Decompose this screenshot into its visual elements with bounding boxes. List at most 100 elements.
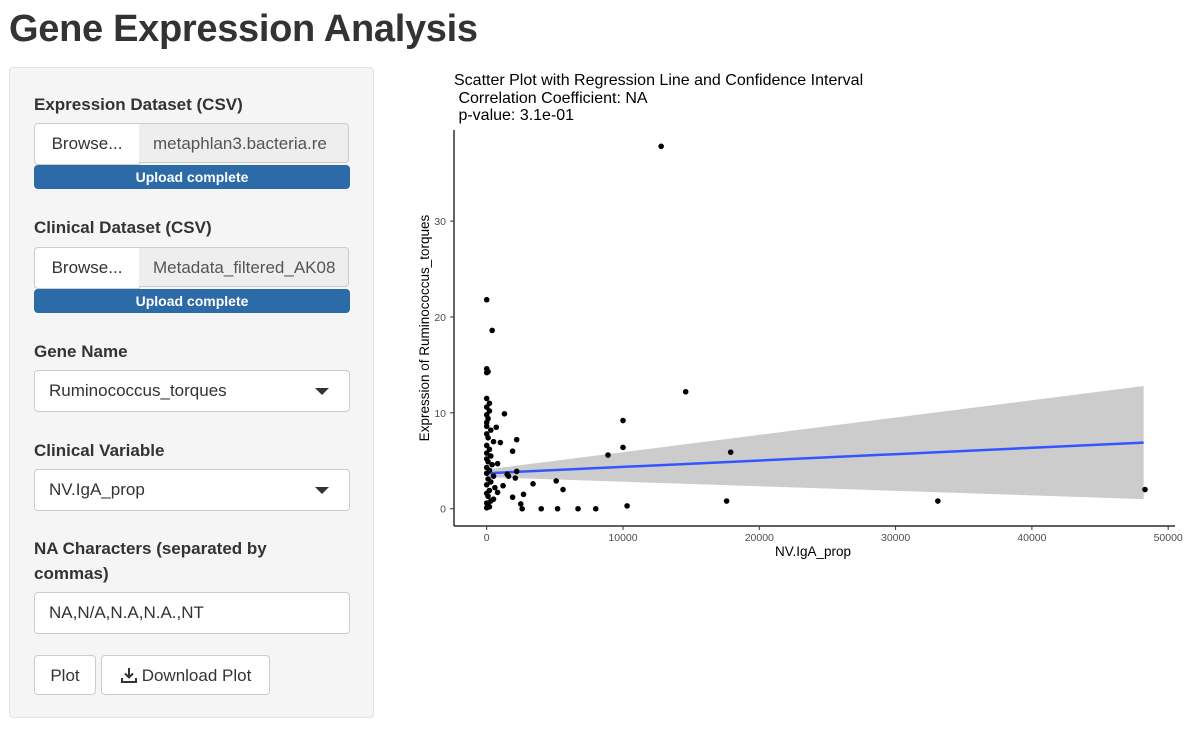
- data-point: [500, 482, 506, 489]
- data-point: [935, 498, 941, 504]
- data-point: [497, 439, 504, 446]
- y-tick-label: 30: [434, 216, 446, 228]
- plot-title-line-2: Correlation Coefficient: NA: [454, 90, 648, 107]
- data-point: [624, 503, 630, 509]
- na-characters-label-line2: commas): [34, 564, 109, 583]
- clinical-file-input: Browse... Metadata_filtered_AK08: [34, 247, 350, 289]
- gene-name-select[interactable]: Ruminococcus_torques: [34, 370, 350, 412]
- page-title: Gene Expression Analysis: [9, 8, 478, 50]
- data-point: [513, 468, 520, 475]
- clinical-upload-progress: Upload complete: [34, 289, 350, 313]
- na-characters-label: NA Characters (separated by commas): [34, 536, 267, 586]
- data-point: [483, 456, 490, 462]
- data-point: [504, 471, 510, 478]
- plot-button[interactable]: Plot: [34, 655, 96, 695]
- data-point: [483, 481, 490, 488]
- axes-layer: 0 10000 20000 30000 40000 50000 0 10 20 30: [434, 130, 1183, 544]
- expression-upload-progress: Upload complete: [34, 165, 350, 189]
- data-point: [723, 498, 730, 504]
- data-point: [513, 436, 520, 443]
- caret-down-icon: [315, 388, 329, 395]
- data-point: [483, 369, 490, 376]
- data-point: [530, 481, 536, 487]
- data-point: [483, 431, 490, 437]
- data-point: [553, 478, 560, 484]
- plot-title: Scatter Plot with Regression Line and Co…: [454, 72, 863, 124]
- data-point: [492, 484, 498, 491]
- y-tick-label: 20: [434, 312, 446, 324]
- x-axis-label: NV.IgA_prop: [775, 544, 851, 559]
- data-point: [538, 505, 545, 512]
- data-point: [575, 505, 581, 512]
- y-tick-label: 0: [440, 504, 446, 516]
- regression-line-layer: [486, 441, 1144, 475]
- data-point: [483, 442, 490, 449]
- data-point: [490, 473, 497, 479]
- clinical-variable-select[interactable]: NV.IgA_prop: [34, 469, 350, 511]
- expression-browse-button[interactable]: Browse...: [34, 123, 140, 165]
- clinical-variable-label: Clinical Variable: [34, 441, 165, 460]
- expression-dataset-label: Expression Dataset (CSV): [34, 95, 243, 114]
- plot-title-line-1: Scatter Plot with Regression Line and Co…: [454, 72, 863, 89]
- data-point: [485, 476, 491, 482]
- na-characters-input[interactable]: NA,N/A,N.A,N.A.,NT: [34, 592, 350, 634]
- data-point: [489, 327, 495, 334]
- data-point: [487, 427, 494, 433]
- expression-file-name[interactable]: metaphlan3.bacteria.re: [139, 123, 349, 163]
- data-point: [682, 388, 689, 395]
- data-point: [517, 501, 524, 507]
- data-point: [483, 395, 490, 402]
- data-point: [592, 505, 599, 512]
- data-point: [483, 296, 490, 303]
- data-point: [493, 424, 500, 431]
- data-point: [658, 143, 664, 150]
- x-tick-label: 50000: [1154, 532, 1183, 544]
- data-point: [620, 444, 626, 451]
- data-points-layer: [483, 143, 1148, 512]
- data-point: [509, 494, 516, 501]
- download-plot-label: Download Plot: [141, 666, 252, 685]
- data-point: [483, 464, 490, 471]
- data-point: [494, 460, 501, 467]
- confidence-band-layer: [486, 386, 1144, 500]
- x-tick-label: 20000: [745, 532, 774, 544]
- clinical-browse-button[interactable]: Browse...: [34, 247, 140, 289]
- x-tick-label: 0: [484, 532, 490, 544]
- plot-title-line-3: p-value: 3.1e-01: [454, 107, 574, 124]
- x-tick-label: 10000: [608, 532, 637, 544]
- sidebar-panel: Expression Dataset (CSV) Browse... metap…: [9, 67, 374, 718]
- data-point: [486, 487, 493, 494]
- y-tick-label: 10: [434, 408, 446, 420]
- gene-name-label: Gene Name: [34, 342, 128, 361]
- clinical-file-name[interactable]: Metadata_filtered_AK08: [139, 247, 349, 287]
- regression-line: [486, 441, 1144, 475]
- y-axis-label: Expression of Ruminococcus_torques: [417, 214, 432, 441]
- download-plot-button[interactable]: Download Plot: [101, 655, 270, 695]
- expression-file-input: Browse... metaphlan3.bacteria.re: [34, 123, 350, 165]
- data-point: [727, 449, 734, 455]
- data-point: [1142, 486, 1148, 493]
- data-point: [501, 411, 508, 417]
- gene-name-value: Ruminococcus_torques: [49, 381, 227, 400]
- scatter-plot: Scatter Plot with Regression Line and Co…: [417, 72, 1183, 559]
- data-point: [560, 486, 566, 493]
- download-icon: [120, 668, 137, 683]
- data-point: [519, 505, 525, 512]
- data-point: [490, 438, 497, 445]
- x-tick-label: 30000: [881, 532, 910, 544]
- clinical-variable-value: NV.IgA_prop: [49, 480, 145, 499]
- caret-down-icon: [315, 487, 329, 494]
- data-point: [483, 423, 490, 430]
- data-point: [512, 475, 519, 481]
- data-point: [490, 496, 497, 502]
- data-point: [554, 505, 561, 512]
- data-point: [489, 461, 495, 468]
- data-point: [494, 489, 501, 496]
- data-point: [520, 491, 527, 498]
- na-characters-label-line1: NA Characters (separated by: [34, 539, 267, 558]
- data-point: [620, 417, 626, 424]
- data-point: [509, 448, 516, 455]
- confidence-band: [486, 386, 1144, 500]
- data-point: [487, 453, 494, 459]
- data-point: [605, 452, 611, 458]
